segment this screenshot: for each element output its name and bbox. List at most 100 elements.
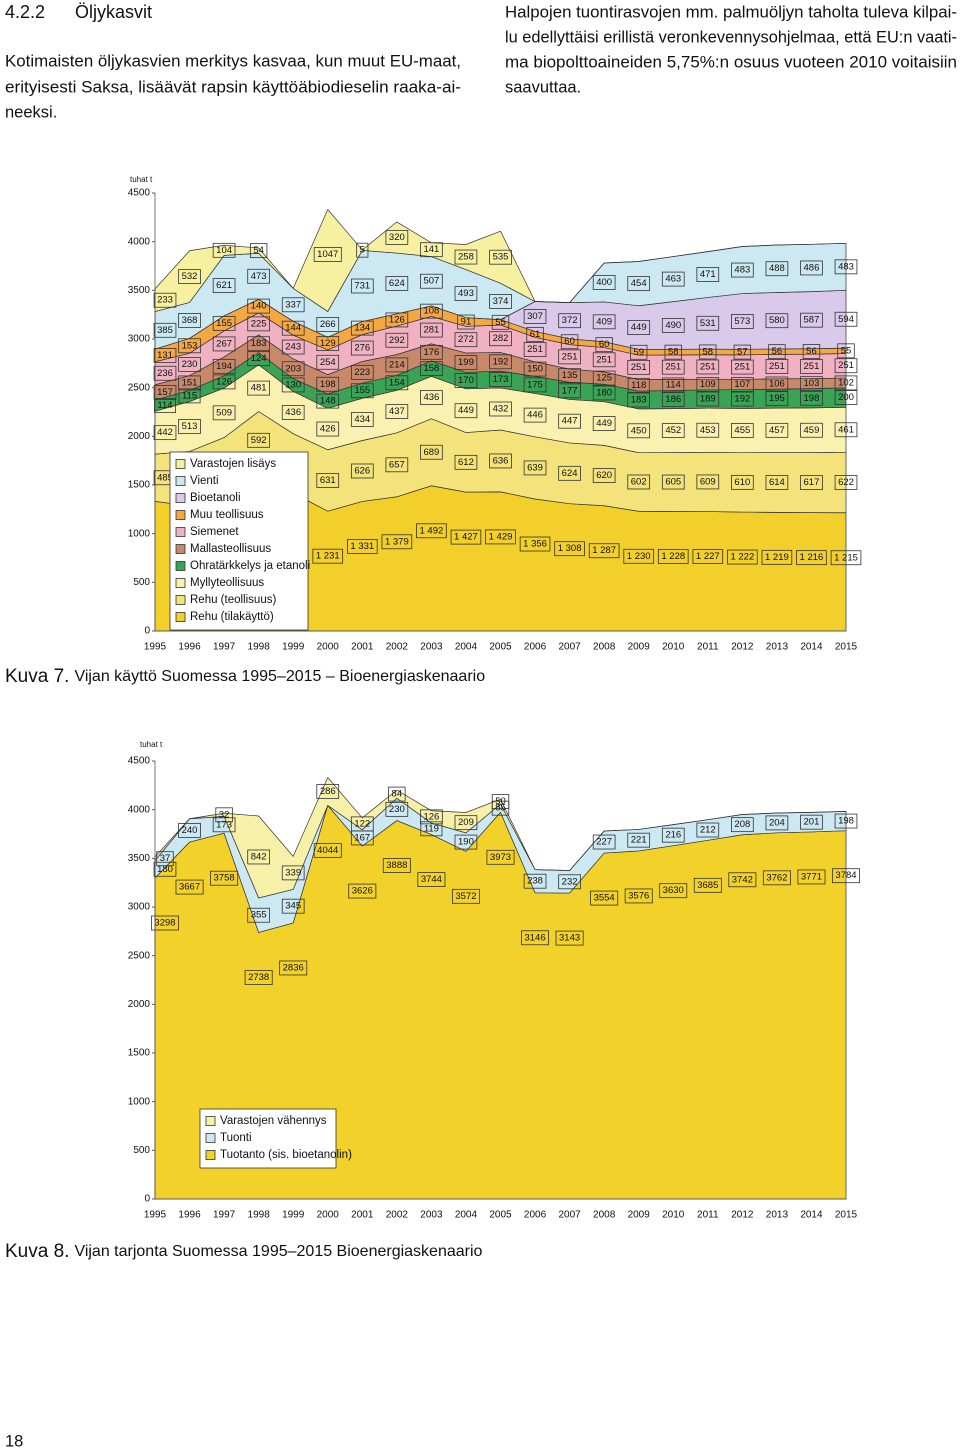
value-label-box [281, 320, 305, 336]
value-label-box [592, 385, 616, 401]
value-label: 216 [665, 830, 681, 841]
value-label-box [348, 883, 377, 899]
value-label: 221 [631, 835, 647, 846]
value-label: 3626 [352, 886, 373, 897]
value-label: 3667 [179, 882, 200, 893]
value-label: 620 [596, 470, 612, 481]
value-label: 114 [666, 379, 681, 390]
value-label: 3572 [455, 891, 476, 902]
legend-swatch [175, 476, 186, 486]
value-label: 126 [389, 314, 405, 325]
y-tick-label: 4500 [128, 756, 151, 767]
value-label-box [800, 260, 823, 276]
value-label: 118 [631, 380, 646, 391]
value-label-box [560, 334, 579, 350]
value-label-box [523, 309, 547, 324]
value-label-box [558, 874, 581, 890]
value-label-box [657, 549, 689, 564]
value-label: 103 [804, 378, 820, 389]
value-label: 621 [216, 280, 232, 291]
value-label-box [659, 883, 688, 899]
value-label: 409 [596, 316, 612, 327]
value-label: 624 [389, 278, 405, 289]
value-label-box [761, 549, 793, 565]
value-label-box [450, 529, 482, 545]
value-label-box [523, 342, 547, 357]
paragraph-line: lu edellyttäisi erillistä veronkevennyso… [505, 28, 957, 46]
value-label-box [489, 372, 512, 387]
value-label: 281 [423, 325, 439, 336]
value-label: 167 [354, 832, 370, 843]
value-label-box [800, 312, 823, 328]
value-label-box [696, 391, 720, 407]
legend-box [169, 451, 309, 631]
value-label: 208 [734, 819, 750, 830]
value-label-box [800, 390, 823, 406]
value-label-box [385, 332, 409, 348]
y-tick-label: 500 [133, 1145, 150, 1156]
value-label: 481 [251, 383, 267, 394]
value-label: 436 [423, 392, 439, 403]
value-label-box [281, 405, 305, 420]
value-label-box [247, 432, 270, 448]
value-label-box [765, 422, 789, 438]
value-label: 483 [838, 261, 854, 272]
value-label-box [731, 391, 754, 407]
value-label: 251 [769, 361, 785, 372]
value-label-box [592, 370, 616, 386]
value-label: 3576 [628, 890, 649, 901]
value-label-box [316, 784, 340, 799]
paragraph-line: Halpojen tuontirasvojen mm. palmuöljyn t… [505, 3, 957, 21]
value-label-box [420, 242, 443, 258]
value-label-box [316, 421, 340, 437]
value-label-box [768, 344, 786, 360]
value-label: 457 [769, 425, 785, 436]
legend-swatch [175, 612, 186, 622]
value-label: 385 [157, 325, 173, 336]
value-label-box [624, 888, 653, 904]
value-label-box [454, 454, 478, 470]
value-label-box [385, 801, 409, 817]
value-label-box [153, 348, 177, 363]
value-label: 232 [562, 876, 578, 887]
value-label: 108 [423, 306, 439, 317]
value-label: 3685 [697, 880, 718, 891]
value-label-box [350, 320, 374, 336]
value-label: 115 [182, 390, 197, 401]
value-label-box [765, 815, 789, 831]
value-label: 240 [182, 825, 198, 836]
value-label: 129 [320, 338, 336, 349]
x-tick-label: 2010 [662, 642, 685, 653]
value-label-box [661, 392, 685, 407]
value-label: 605 [665, 477, 681, 488]
x-tick-label: 1996 [178, 642, 201, 653]
y-tick-label: 1000 [128, 1096, 151, 1107]
value-label-box [800, 376, 823, 392]
value-label-box [489, 249, 512, 265]
value-label: 1 308 [558, 543, 582, 554]
value-label: 60 [599, 339, 610, 350]
value-label-box [523, 377, 547, 393]
value-label: 158 [423, 363, 439, 374]
y-axis-title: tuhat t [140, 740, 163, 749]
value-label: 614 [769, 477, 785, 488]
value-label-box [592, 275, 616, 290]
value-label-box [558, 368, 581, 384]
value-label: 272 [458, 334, 474, 345]
value-label-box [664, 344, 682, 360]
y-tick-label: 1500 [128, 1048, 151, 1059]
value-label-box [420, 444, 443, 460]
value-label-box [489, 354, 512, 370]
value-label: 455 [734, 425, 750, 436]
value-label-box [212, 817, 236, 833]
legend-swatch [175, 493, 186, 503]
value-label-box [153, 384, 177, 400]
value-label: 85 [495, 803, 506, 814]
value-label-box [519, 536, 551, 552]
value-label-box [693, 877, 722, 893]
value-label-box [212, 242, 236, 258]
paragraph-line: neeksi. [5, 103, 57, 121]
value-label-box [385, 457, 409, 473]
value-label-box [385, 375, 409, 391]
value-label-box [350, 364, 374, 380]
